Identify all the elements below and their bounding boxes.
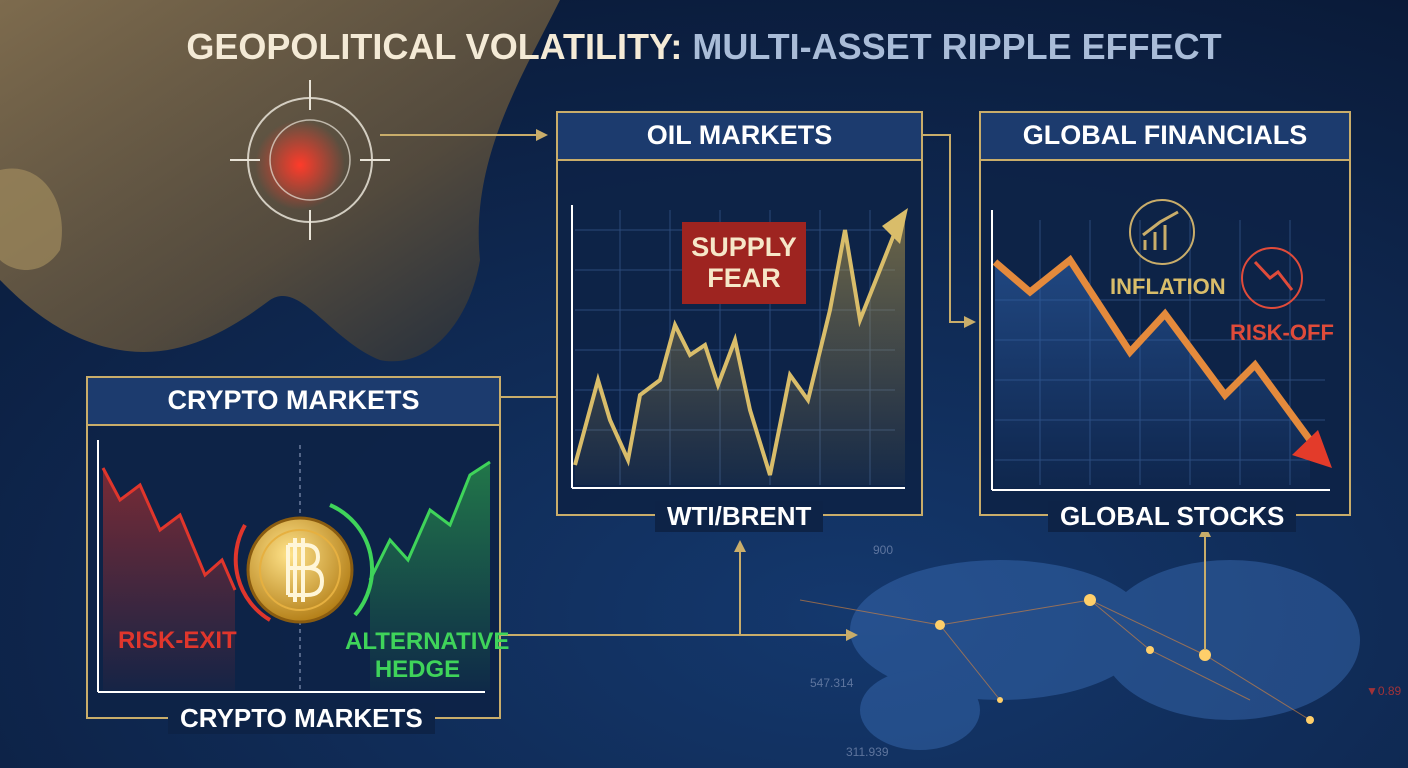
title-lead: GEOPOLITICAL VOLATILITY: [186, 26, 683, 67]
annotation: SUPPLY FEAR [691, 232, 797, 293]
title-rest: MULTI-ASSET RIPPLE EFFECT [692, 26, 1222, 67]
background-number: 311.939 [846, 745, 889, 759]
annotation: RISK-EXIT [118, 627, 237, 654]
annotation: RISK-OFF [1230, 320, 1334, 345]
background-number: 547.314 [810, 676, 854, 690]
annotation: INFLATION [1110, 274, 1226, 299]
background-number: ▼0.89 [1366, 684, 1402, 698]
panel-title: GLOBAL FINANCIALS [1022, 120, 1308, 150]
panel-caption: CRYPTO MARKETS [168, 703, 435, 734]
panel-title: OIL MARKETS [646, 120, 833, 150]
panel-caption: GLOBAL STOCKS [1048, 501, 1297, 532]
panel-title: CRYPTO MARKETS [167, 385, 420, 415]
title: GEOPOLITICAL VOLATILITY: MULTI-ASSET RIP… [0, 26, 1408, 68]
panel-caption: WTI/BRENT [655, 501, 824, 532]
annotation: ALTERNATIVE HEDGE [345, 628, 510, 683]
background-number: 900 [873, 543, 894, 557]
